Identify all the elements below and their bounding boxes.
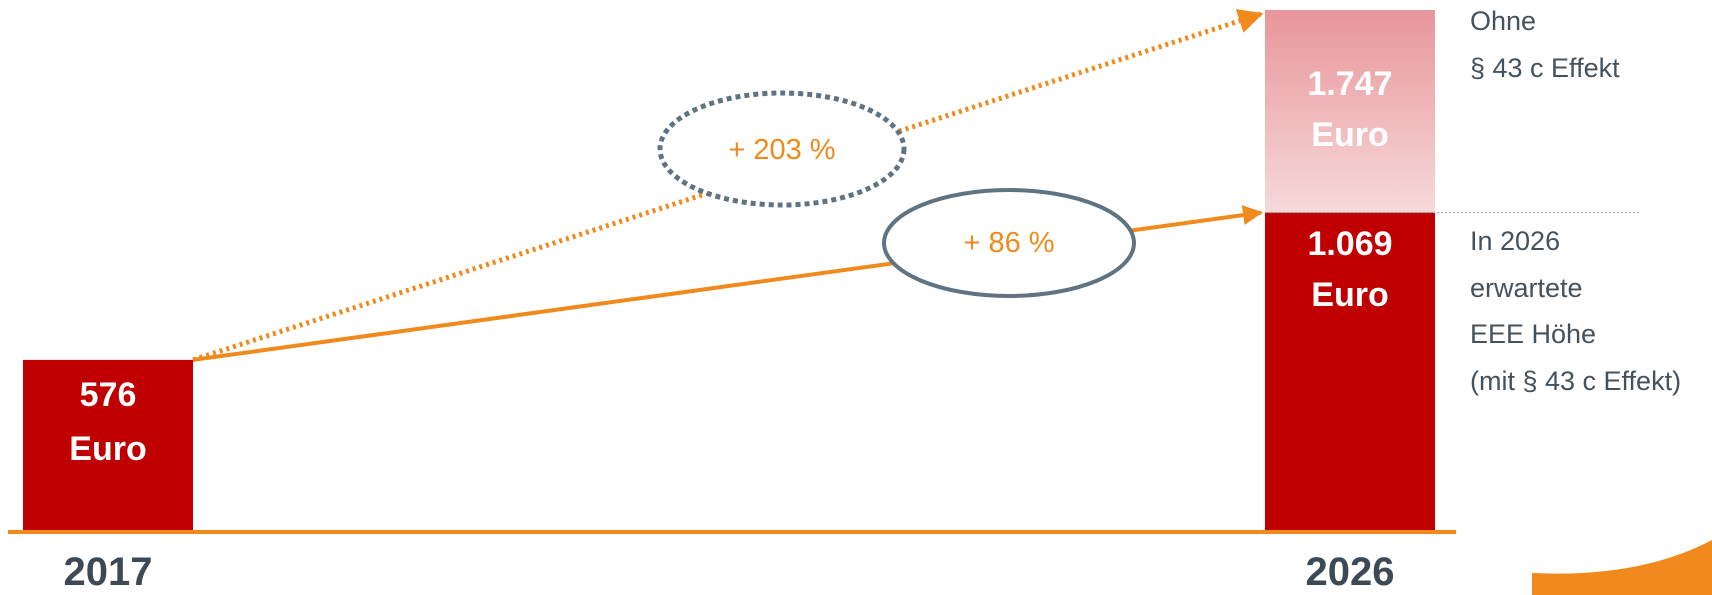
bar-2017 — [23, 359, 193, 532]
note-bottom-line-1: In 2026 — [1470, 226, 1560, 256]
growth-label-dotted: + 203 % — [728, 134, 835, 166]
value-label-2026-ghost-number: 1.747 — [1307, 65, 1392, 103]
value-label-2017-unit: Euro — [69, 430, 146, 468]
tick-label-2017: 2017 — [64, 550, 153, 594]
bar-2026-without-effect — [1265, 10, 1435, 213]
growth-label-solid: + 86 % — [963, 227, 1054, 259]
note-bottom-line-2: erwartete — [1470, 273, 1583, 303]
growth-ellipse-dotted — [657, 90, 907, 208]
value-label-2026-ghost-unit: Euro — [1311, 116, 1388, 154]
note-top-line-1: Ohne — [1470, 6, 1536, 36]
value-label-2017-number: 576 — [80, 376, 137, 414]
tick-label-2026: 2026 — [1306, 550, 1395, 594]
growth-ellipse-solid — [882, 188, 1136, 298]
note-bottom-line-3: EEE Höhe — [1470, 319, 1596, 349]
corner-swoosh-decoration — [1532, 540, 1712, 595]
note-top-line-2: § 43 c Effekt — [1470, 53, 1620, 83]
bar-2026 — [1265, 212, 1435, 532]
value-label-2026-number: 1.069 — [1307, 225, 1392, 263]
value-label-2026-unit: Euro — [1311, 276, 1388, 314]
note-bottom-line-4: (mit § 43 c Effekt) — [1470, 366, 1681, 396]
